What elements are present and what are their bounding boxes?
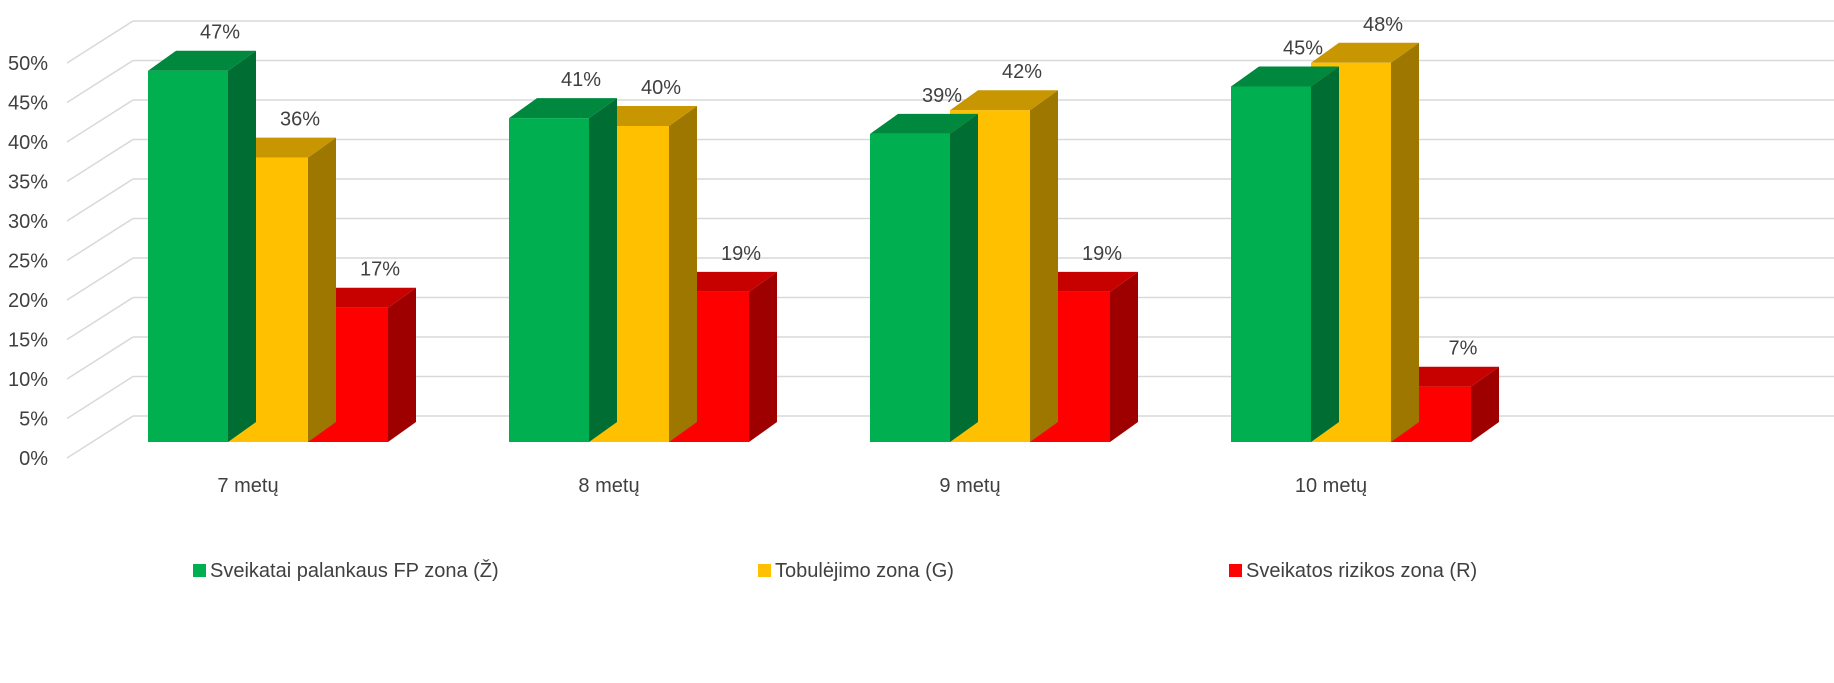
legend-label: Sveikatai palankaus FP zona (Ž) (210, 559, 499, 582)
bar (509, 98, 617, 442)
bar-top (870, 113, 978, 134)
y-tick-label: 45% (8, 93, 48, 115)
gridline-slant (66, 20, 134, 64)
bar-side (1391, 42, 1419, 443)
bar-side (950, 113, 978, 443)
bar-side (1471, 366, 1499, 442)
data-label: 47% (200, 22, 240, 44)
data-label: 36% (280, 109, 320, 131)
data-label: 40% (641, 77, 681, 99)
data-label: 45% (1283, 38, 1323, 60)
bar-side (388, 287, 416, 442)
data-label: 48% (1363, 14, 1403, 36)
bar-side (228, 50, 256, 442)
x-tick-label: 7 metų (217, 475, 278, 497)
bar-top (148, 50, 256, 71)
gridline-slant (66, 375, 134, 420)
y-tick-label: 25% (8, 251, 48, 273)
bar-top (1311, 42, 1419, 63)
gridline-slant (66, 415, 134, 459)
legend-label: Sveikatos rizikos zona (R) (1246, 560, 1477, 582)
x-tick-label: 10 metų (1295, 475, 1367, 497)
bar-side (1030, 90, 1058, 442)
bar-side (669, 106, 697, 442)
bar-top (509, 98, 617, 119)
y-tick-label: 50% (8, 53, 48, 75)
x-axis: 7 metų 8 metų 9 metų 10 metų (217, 475, 1367, 497)
bar (870, 113, 978, 443)
y-tick-label: 15% (8, 330, 48, 352)
data-label: 42% (1002, 61, 1042, 83)
bar (1231, 66, 1339, 442)
bar (148, 50, 256, 442)
y-tick-label: 5% (19, 409, 48, 431)
gridline-slant (66, 296, 134, 341)
legend-swatch (758, 564, 771, 577)
y-tick-label: 40% (8, 132, 48, 154)
gridline-slant (66, 138, 134, 183)
gridline-slant (66, 99, 134, 143)
bars (148, 42, 1499, 443)
gridline-slant (66, 59, 134, 104)
gridline-slant (66, 336, 134, 380)
bar-front (870, 133, 950, 442)
x-tick-label: 8 metų (578, 475, 639, 497)
bar-front (148, 70, 228, 442)
legend-item: Sveikatos rizikos zona (R) (1229, 560, 1477, 582)
gridline-slant (66, 217, 134, 262)
bar-side (589, 98, 617, 442)
bar-side (749, 271, 777, 442)
data-label: 41% (561, 69, 601, 91)
y-tick-label: 0% (19, 448, 48, 470)
legend-item: Tobulėjimo zona (G) (758, 560, 954, 582)
data-label: 19% (1082, 243, 1122, 265)
legend: Sveikatai palankaus FP zona (Ž) Tobulėjim… (193, 559, 1477, 582)
bar-front (1231, 86, 1311, 442)
data-labels: 47% 36% 17% 41% 40% 19% 39% 42% 19% 45% 48% 7% (200, 14, 1478, 360)
data-label: 19% (721, 243, 761, 265)
x-tick-label: 9 metų (939, 475, 1000, 497)
y-tick-label: 20% (8, 290, 48, 312)
y-tick-label: 35% (8, 172, 48, 194)
y-tick-label: 30% (8, 211, 48, 233)
data-label: 17% (360, 259, 400, 281)
data-label: 7% (1449, 338, 1478, 360)
y-axis: 0% 5% 10% 15% 20% 25% 30% 35% 40% 45% 50% (8, 53, 48, 470)
bar-top (1231, 66, 1339, 87)
bar-side (1311, 66, 1339, 442)
y-tick-label: 10% (8, 369, 48, 391)
legend-swatch (1229, 564, 1242, 577)
legend-item: Sveikatai palankaus FP zona (Ž) (193, 559, 499, 582)
bar-side (1110, 271, 1138, 442)
gridline-slant (66, 257, 134, 301)
bar-side (308, 137, 336, 442)
data-label: 39% (922, 85, 962, 107)
bar-front (509, 118, 589, 442)
legend-label: Tobulėjimo zona (G) (775, 560, 954, 582)
bar-top (950, 90, 1058, 111)
legend-swatch (193, 564, 206, 577)
gridline-slant (66, 178, 134, 222)
